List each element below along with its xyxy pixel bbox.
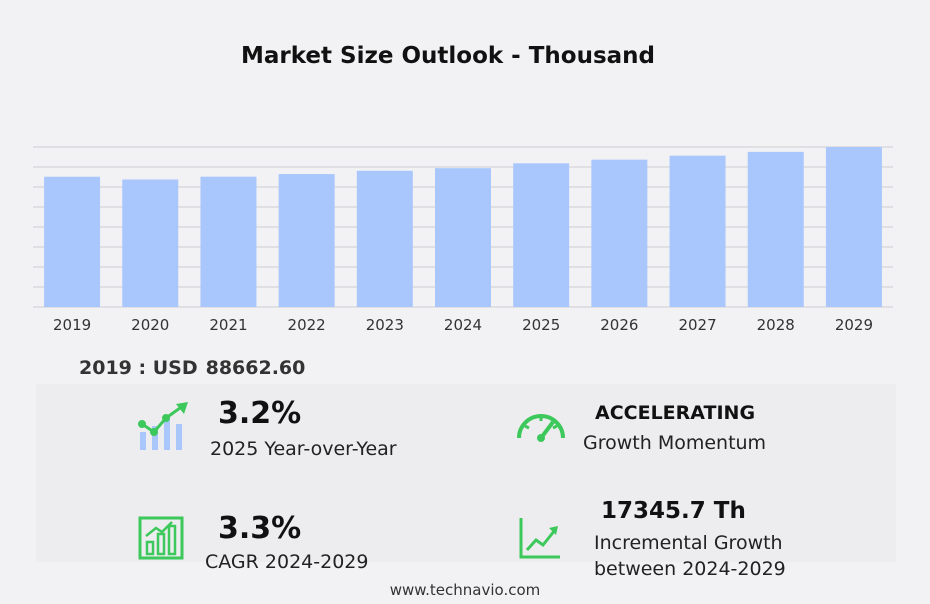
bar-2021: [200, 176, 257, 307]
bar-chart: 2019 2020 2021 2022 2023 2024 2025 2026 2027 2028…: [33, 146, 893, 334]
bar-2024: [435, 168, 491, 307]
growth-chart-icon: [138, 402, 188, 450]
bar-chart-icon: [138, 516, 184, 560]
cagr-value: 3.3%: [218, 511, 302, 546]
cagr-label: CAGR 2024-2029: [205, 551, 369, 573]
kpi-panel: [36, 384, 896, 562]
bar-2019: [44, 176, 101, 307]
x-tick-label-2021: 2021: [209, 316, 247, 334]
bar-2020: [122, 179, 179, 307]
x-tick-label-2023: 2023: [366, 316, 404, 334]
incremental-label-line1: Incremental Growth: [594, 532, 783, 554]
base-year-label: 2019 : USD: [79, 357, 198, 379]
x-tick-label-2024: 2024: [444, 316, 482, 334]
trend-line-icon: [519, 518, 560, 559]
yoy-label: 2025 Year-over-Year: [210, 438, 397, 460]
speedometer-icon: [517, 414, 565, 442]
bar-2023: [356, 170, 413, 307]
x-tick-label-2020: 2020: [131, 316, 169, 334]
base-year-value: 2019 : USD 88662.60: [79, 357, 313, 379]
yoy-value: 3.2%: [218, 396, 302, 431]
bar-2025: [513, 163, 570, 307]
bar-2026: [591, 159, 648, 307]
x-tick-label-2029: 2029: [835, 316, 873, 334]
x-tick-label-2027: 2027: [678, 316, 716, 334]
momentum-label: Growth Momentum: [583, 432, 767, 454]
bar-2028: [747, 151, 804, 307]
base-value: 88662.60: [205, 357, 306, 379]
x-tick-label-2019: 2019: [53, 316, 91, 334]
incremental-value: 17345.7 Th: [601, 498, 746, 524]
x-tick-label-2025: 2025: [522, 316, 560, 334]
source-footer: www.technavio.com: [389, 581, 541, 599]
chart-title: Market Size Outlook - Thousand: [240, 43, 656, 69]
bar-2027: [669, 155, 726, 307]
incremental-label-line2: between 2024-2029: [594, 558, 786, 580]
x-tick-label-2022: 2022: [288, 316, 326, 334]
x-tick-label-2026: 2026: [600, 316, 638, 334]
bar-2029: [825, 147, 882, 307]
x-tick-label-2028: 2028: [757, 316, 795, 334]
momentum-value: ACCELERATING: [595, 402, 756, 424]
bar-2022: [278, 174, 335, 307]
